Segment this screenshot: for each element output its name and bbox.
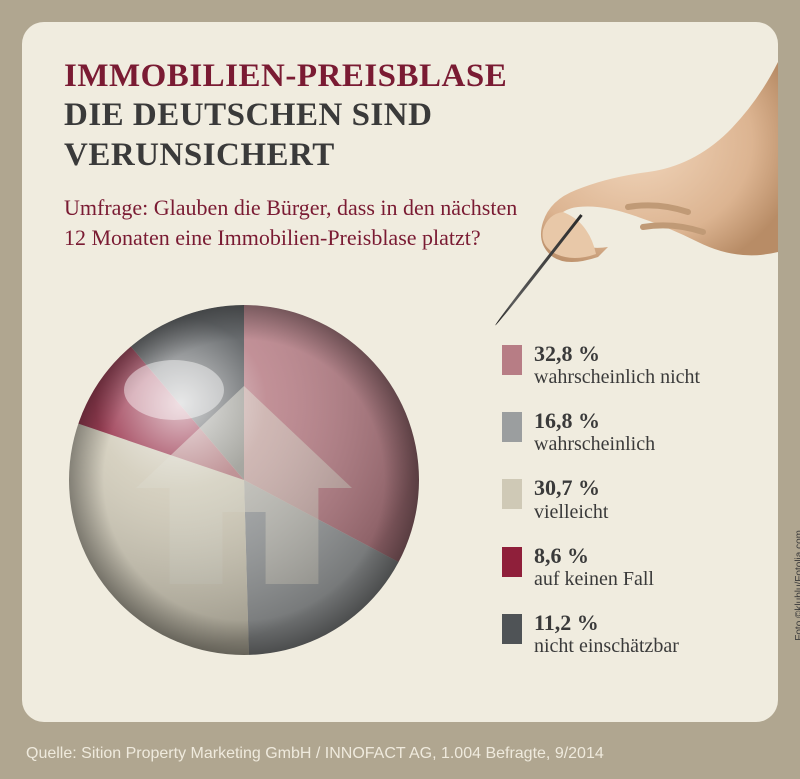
legend-percent: 16,8 % [534, 409, 655, 433]
legend-label: nicht einschätzbar [534, 635, 679, 658]
legend-percent: 11,2 % [534, 611, 679, 635]
legend-label: auf keinen Fall [534, 568, 654, 591]
legend-swatch [502, 547, 522, 577]
legend-item: 8,6 %auf keinen Fall [502, 544, 762, 591]
legend-label: wahrscheinlich nicht [534, 366, 700, 389]
legend-swatch [502, 614, 522, 644]
legend-swatch [502, 345, 522, 375]
hand-illustration [508, 62, 778, 322]
legend-item: 16,8 %wahrscheinlich [502, 409, 762, 456]
legend-label: wahrscheinlich [534, 433, 655, 456]
legend-percent: 30,7 % [534, 476, 608, 500]
source-text: Quelle: Sition Property Marketing GmbH /… [26, 745, 604, 763]
info-card: IMMOBILIEN-PREISBLASE DIE DEUTSCHEN SIND… [22, 22, 778, 722]
legend-swatch [502, 479, 522, 509]
legend: 32,8 %wahrscheinlich nicht16,8 %wahrsche… [502, 342, 762, 678]
legend-percent: 8,6 % [534, 544, 654, 568]
legend-label: vielleicht [534, 501, 608, 524]
survey-question: Umfrage: Glauben die Bürger, dass in den… [64, 193, 524, 252]
legend-item: 11,2 %nicht einschätzbar [502, 611, 762, 658]
legend-percent: 32,8 % [534, 342, 700, 366]
legend-item: 30,7 %vielleicht [502, 476, 762, 523]
pie-chart [64, 300, 424, 660]
legend-item: 32,8 %wahrscheinlich nicht [502, 342, 762, 389]
photo-credit: Foto ©klublu/Fotolia.com [794, 530, 800, 641]
legend-swatch [502, 412, 522, 442]
